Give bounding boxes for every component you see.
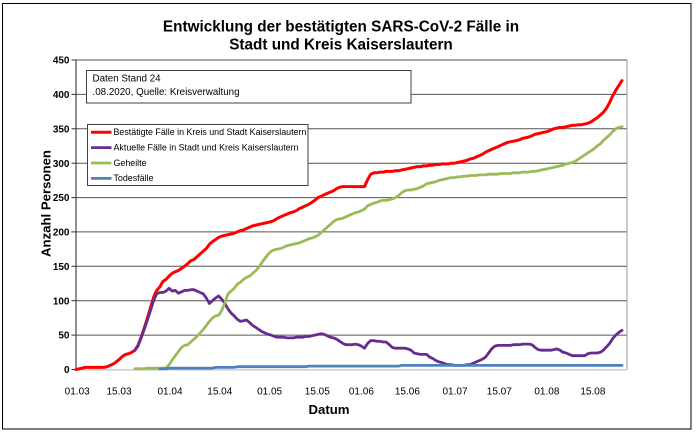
svg-text:350: 350 [53,124,70,135]
svg-text:300: 300 [53,159,70,170]
svg-text:01.07: 01.07 [442,387,467,398]
svg-text:01.03: 01.03 [65,387,90,398]
svg-text:Stadt und Kreis Kaiserslautern: Stadt und Kreis Kaiserslautern [229,37,453,54]
svg-text:Geheilte: Geheilte [114,158,147,168]
svg-text:15.07: 15.07 [487,387,512,398]
svg-text:15.05: 15.05 [305,387,330,398]
svg-text:Anzahl Personen: Anzahl Personen [39,150,54,257]
svg-text:150: 150 [53,262,70,273]
svg-text:250: 250 [53,193,70,204]
svg-text:01.04: 01.04 [157,387,182,398]
svg-text:Datum: Datum [308,402,349,417]
svg-text:01.06: 01.06 [349,387,374,398]
svg-text:15.08: 15.08 [580,387,605,398]
svg-text:15.06: 15.06 [395,387,420,398]
svg-text:450: 450 [53,56,70,67]
svg-text:Aktuelle Fälle in Stadt und Kr: Aktuelle Fälle in Stadt und Kreis Kaiser… [114,142,299,152]
svg-text:01.05: 01.05 [257,387,282,398]
svg-text:01.08: 01.08 [534,387,559,398]
svg-text:100: 100 [53,296,70,307]
svg-text:.08.2020, Quelle: Kreisverwalt: .08.2020, Quelle: Kreisverwaltung [93,87,240,98]
svg-text:200: 200 [53,228,70,239]
svg-text:0: 0 [64,365,70,376]
svg-text:15.04: 15.04 [207,387,232,398]
svg-text:50: 50 [58,331,70,342]
svg-text:Bestätigte Fälle in Kreis und: Bestätigte Fälle in Kreis und Stadt Kais… [114,127,307,137]
svg-text:Entwicklung der bestätigten SA: Entwicklung der bestätigten SARS-CoV-2 F… [163,19,519,36]
svg-text:Daten Stand 24: Daten Stand 24 [93,74,162,85]
svg-text:15.03: 15.03 [106,387,131,398]
svg-text:400: 400 [53,90,70,101]
svg-text:Todesfälle: Todesfälle [114,173,154,183]
